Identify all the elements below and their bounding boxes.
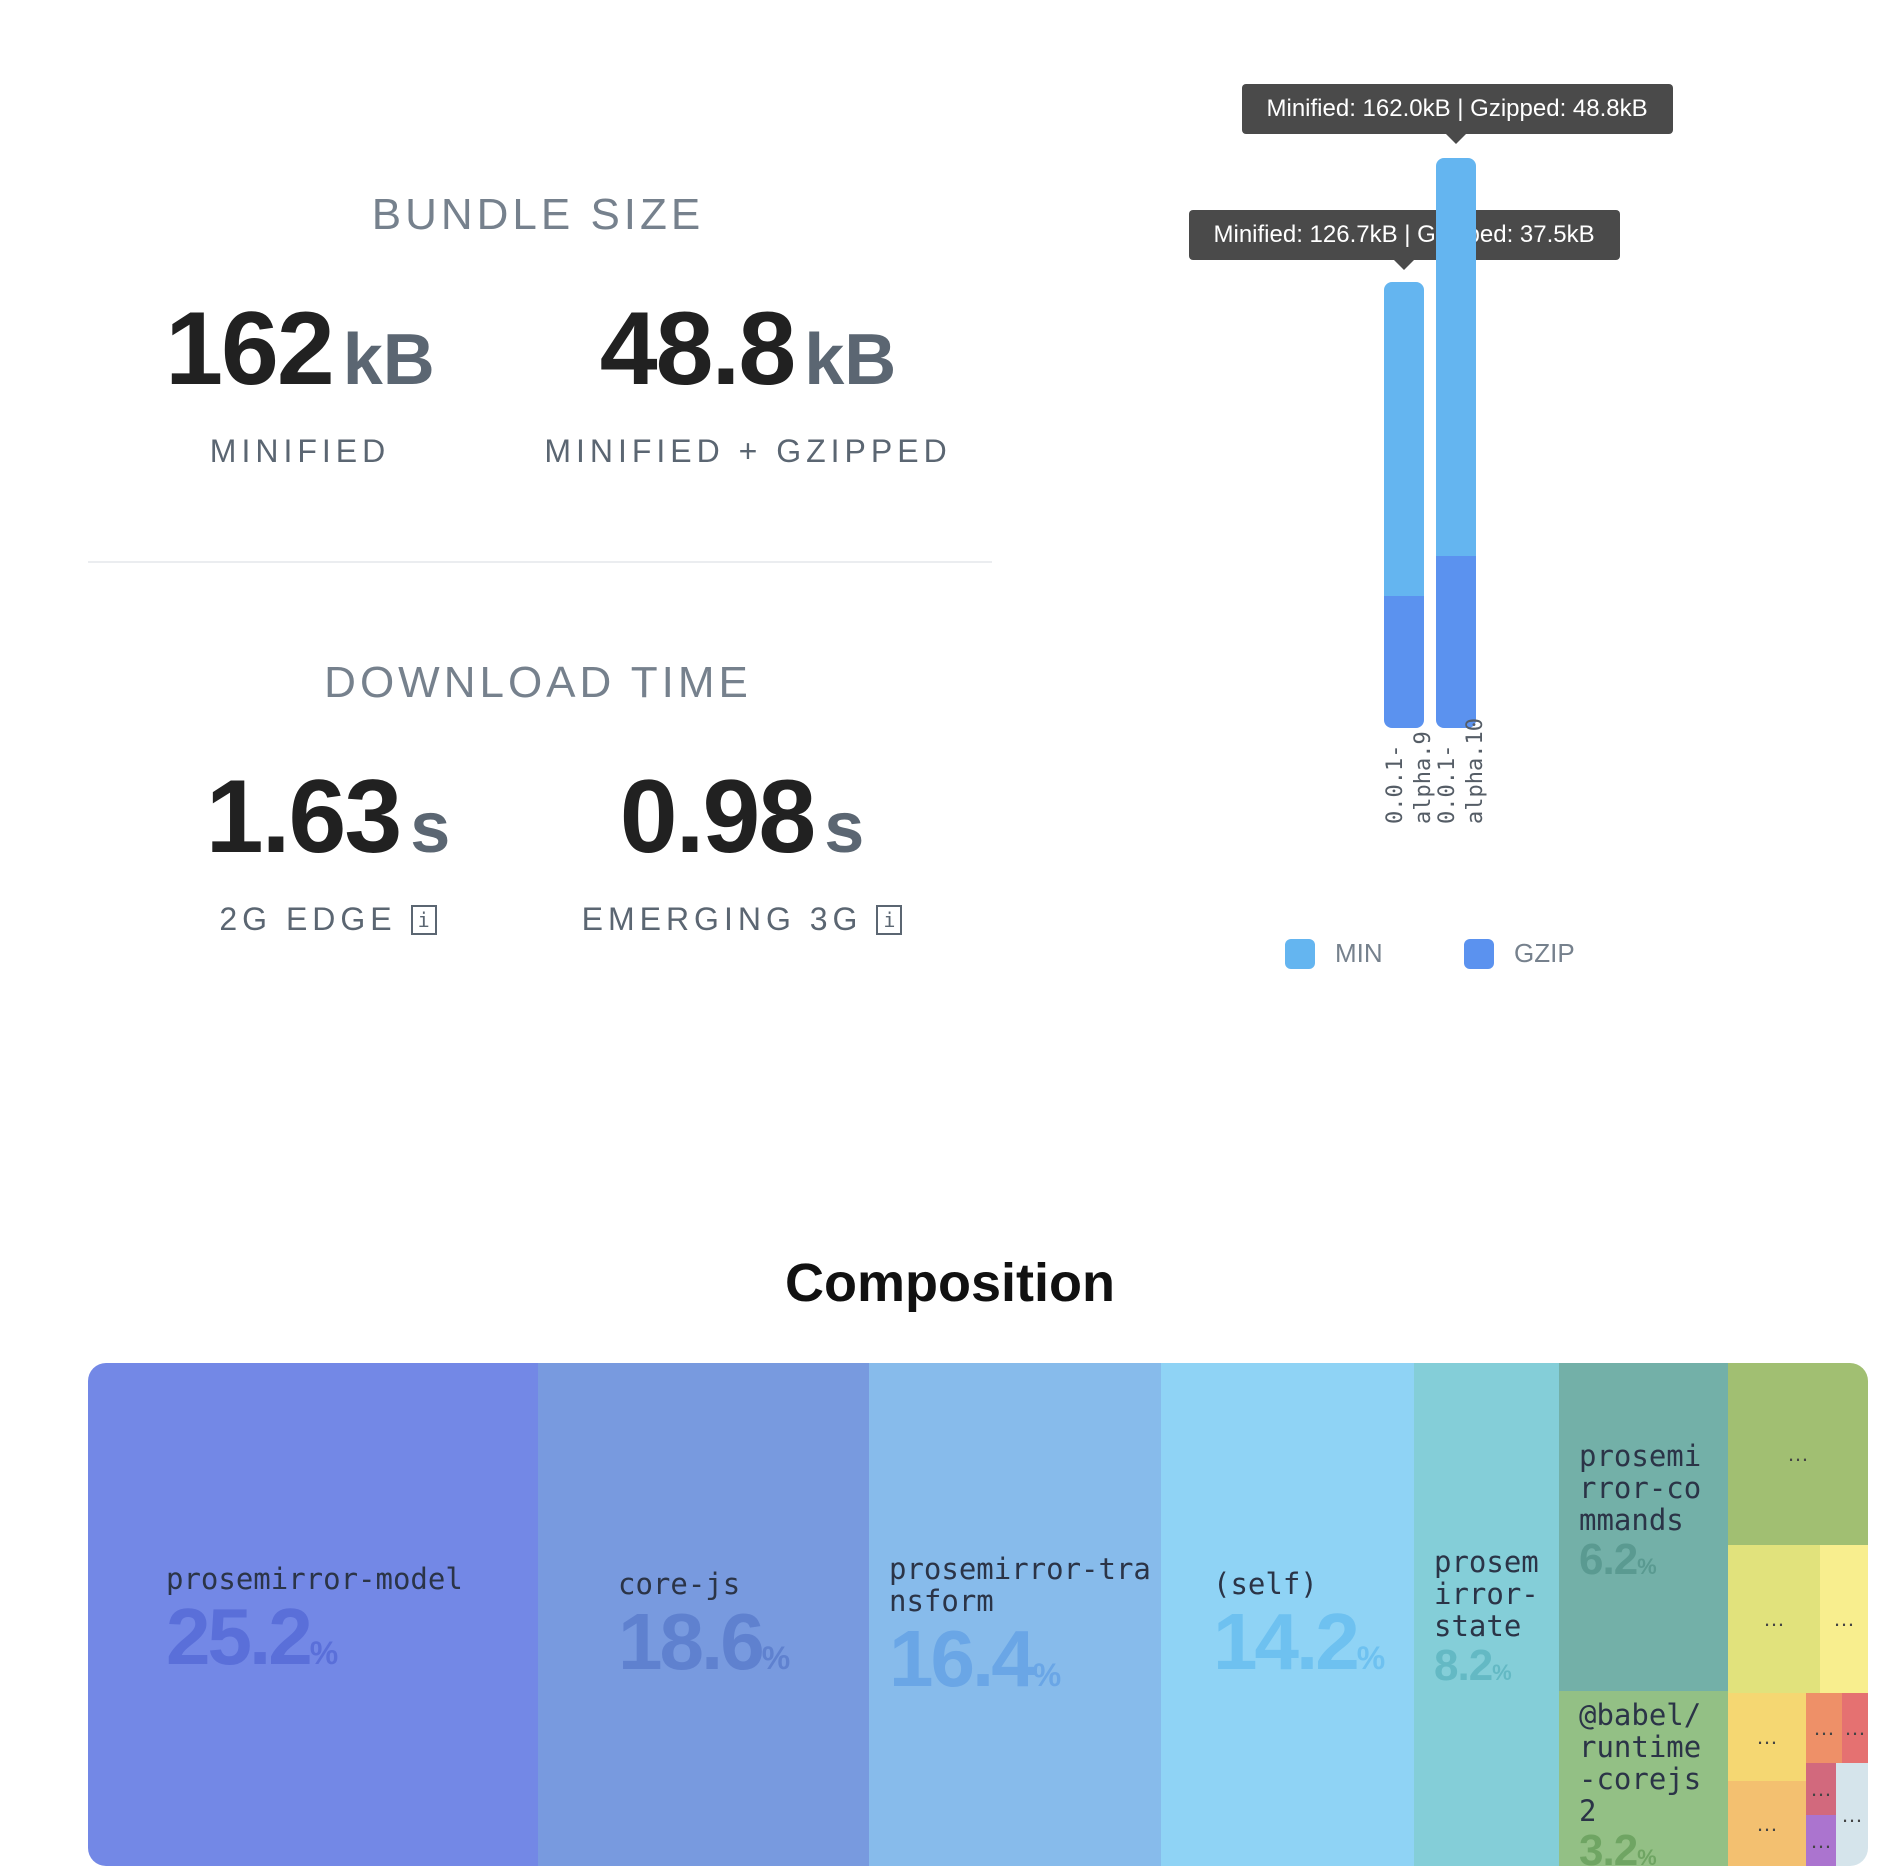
treemap-cell-more[interactable]: … xyxy=(1806,1763,1836,1815)
tooltip-arrow xyxy=(1394,260,1414,270)
edge-stat: 1.63 s 2G EDGE i xyxy=(118,758,538,938)
treemap-cell-prosemirror-transform[interactable]: prosemirror-transform 16.4% xyxy=(869,1363,1161,1866)
edge-unit: s xyxy=(410,788,451,868)
more-ellipsis: … xyxy=(1844,1715,1866,1740)
download-time-title: DOWNLOAD TIME xyxy=(324,658,752,707)
legend-min-label: MIN xyxy=(1335,938,1383,968)
gzipped-stat: 48.8 kB MINIFIED + GZIPPED xyxy=(538,290,958,470)
treemap-cell-percent: 14.2% xyxy=(1213,1597,1386,1686)
minified-unit: kB xyxy=(342,320,435,400)
treemap-cell-core-js[interactable]: core-js 18.6% xyxy=(538,1363,869,1866)
treemap-cell-more[interactable]: … xyxy=(1806,1815,1836,1866)
treemap-cell-self[interactable]: (self) 14.2% xyxy=(1161,1363,1414,1866)
treemap-cell-more[interactable]: … xyxy=(1728,1781,1806,1866)
legend-min-swatch xyxy=(1285,938,1315,969)
treemap-cell-name: prosemirror-commands xyxy=(1579,1439,1702,1537)
legend-gzip-swatch xyxy=(1464,938,1494,969)
treemap-cell-more[interactable]: … xyxy=(1806,1693,1842,1763)
more-ellipsis: … xyxy=(1787,1441,1809,1466)
treemap-cell-prosemirror-commands[interactable]: prosemirror-commands 6.2% xyxy=(1559,1363,1728,1691)
bar-0.0.1-alpha.10[interactable] xyxy=(1436,158,1476,728)
treemap-cell-name: (self) xyxy=(1213,1567,1318,1601)
treemap-cell-percent: 18.6% xyxy=(618,1597,791,1686)
gzipped-unit: kB xyxy=(804,320,897,400)
edge-label: 2G EDGE xyxy=(219,901,397,937)
more-ellipsis: … xyxy=(1756,1810,1778,1836)
legend-gzip: GZIP xyxy=(1464,938,1575,969)
gzipped-value: 48.8 xyxy=(599,291,796,407)
treemap-cell-percent: 3.2% xyxy=(1579,1826,1657,1866)
treemap-cell-prosemirror-state[interactable]: prosemirror-state 8.2% xyxy=(1414,1363,1559,1866)
more-ellipsis: … xyxy=(1810,1827,1832,1853)
emerging-3g-unit: s xyxy=(824,788,865,868)
treemap-cell-more[interactable]: … xyxy=(1836,1763,1868,1866)
bar-tooltip: Minified: 126.7kB | Gzipped: 37.5kB xyxy=(1188,210,1620,270)
bar-tooltip: Minified: 162.0kB | Gzipped: 48.8kB xyxy=(1241,84,1673,144)
treemap-cell-name: prosemirror-model xyxy=(166,1562,463,1596)
treemap-cell-name: prosemirror-transform xyxy=(889,1552,1151,1618)
emerging-3g-value: 0.98 xyxy=(619,759,816,875)
treemap-cell-percent: 16.4% xyxy=(889,1614,1062,1703)
treemap-cell-name: prosemirror-state xyxy=(1434,1545,1539,1643)
treemap-cell-more[interactable]: … xyxy=(1820,1545,1868,1693)
x-tick-label: 0.0.1- alpha.10 xyxy=(1435,718,1488,824)
composition-title: Composition xyxy=(785,1253,1115,1313)
bar-min-segment xyxy=(1436,158,1476,557)
bar-gzip-segment xyxy=(1384,596,1424,728)
edge-value: 1.63 xyxy=(205,759,402,875)
tooltip-arrow xyxy=(1446,134,1466,144)
info-icon[interactable]: i xyxy=(876,904,903,935)
treemap-cell-more[interactable]: … xyxy=(1842,1693,1868,1763)
more-ellipsis: … xyxy=(1813,1715,1835,1740)
more-ellipsis: … xyxy=(1833,1606,1855,1631)
bar-0.0.1-alpha.9[interactable] xyxy=(1384,282,1424,728)
info-icon[interactable]: i xyxy=(410,904,437,935)
minified-value: 162 xyxy=(165,291,335,407)
more-ellipsis: … xyxy=(1810,1776,1832,1801)
x-tick-label: 0.0.1- alpha.9 xyxy=(1383,731,1436,824)
emerging-3g-label: EMERGING 3G xyxy=(581,901,863,937)
more-ellipsis: … xyxy=(1841,1801,1863,1827)
bundle-size-title: BUNDLE SIZE xyxy=(371,190,705,239)
gzipped-label: MINIFIED + GZIPPED xyxy=(544,433,952,469)
emerging-3g-stat: 0.98 s EMERGING 3G i xyxy=(532,758,952,938)
more-ellipsis: … xyxy=(1763,1606,1785,1631)
legend-gzip-label: GZIP xyxy=(1514,938,1575,968)
more-ellipsis: … xyxy=(1756,1724,1778,1749)
minified-stat: 162 kB MINIFIED xyxy=(90,290,510,470)
treemap-cell-percent: 25.2% xyxy=(166,1592,339,1681)
treemap-cell-percent: 8.2% xyxy=(1434,1641,1512,1690)
treemap-cell-babel-runtime-corejs2[interactable]: @babel/runtime-corejs2 3.2% xyxy=(1559,1691,1728,1866)
bar-min-segment xyxy=(1384,282,1424,597)
treemap-cell-name: core-js xyxy=(618,1567,741,1601)
treemap-cell-more[interactable]: … xyxy=(1728,1363,1868,1545)
legend-min: MIN xyxy=(1285,938,1383,969)
minified-label: MINIFIED xyxy=(209,433,391,469)
treemap-cell-percent: 6.2% xyxy=(1579,1535,1657,1584)
treemap-cell-more[interactable]: … xyxy=(1728,1545,1820,1693)
bundle-history-chart: Minified: 126.7kB | Gzipped: 37.5kB 0.0.1… xyxy=(1188,84,1673,824)
treemap-cell-prosemirror-model[interactable]: prosemirror-model 25.2% xyxy=(88,1363,538,1866)
treemap-cell-name: @babel/runtime-corejs2 xyxy=(1579,1698,1702,1828)
treemap-cell-more[interactable]: … xyxy=(1728,1693,1806,1781)
bar-gzip-segment xyxy=(1436,556,1476,728)
section-divider xyxy=(88,561,992,563)
composition-treemap: prosemirror-model 25.2% core-js 18.6% prosem… xyxy=(88,1363,1868,1866)
